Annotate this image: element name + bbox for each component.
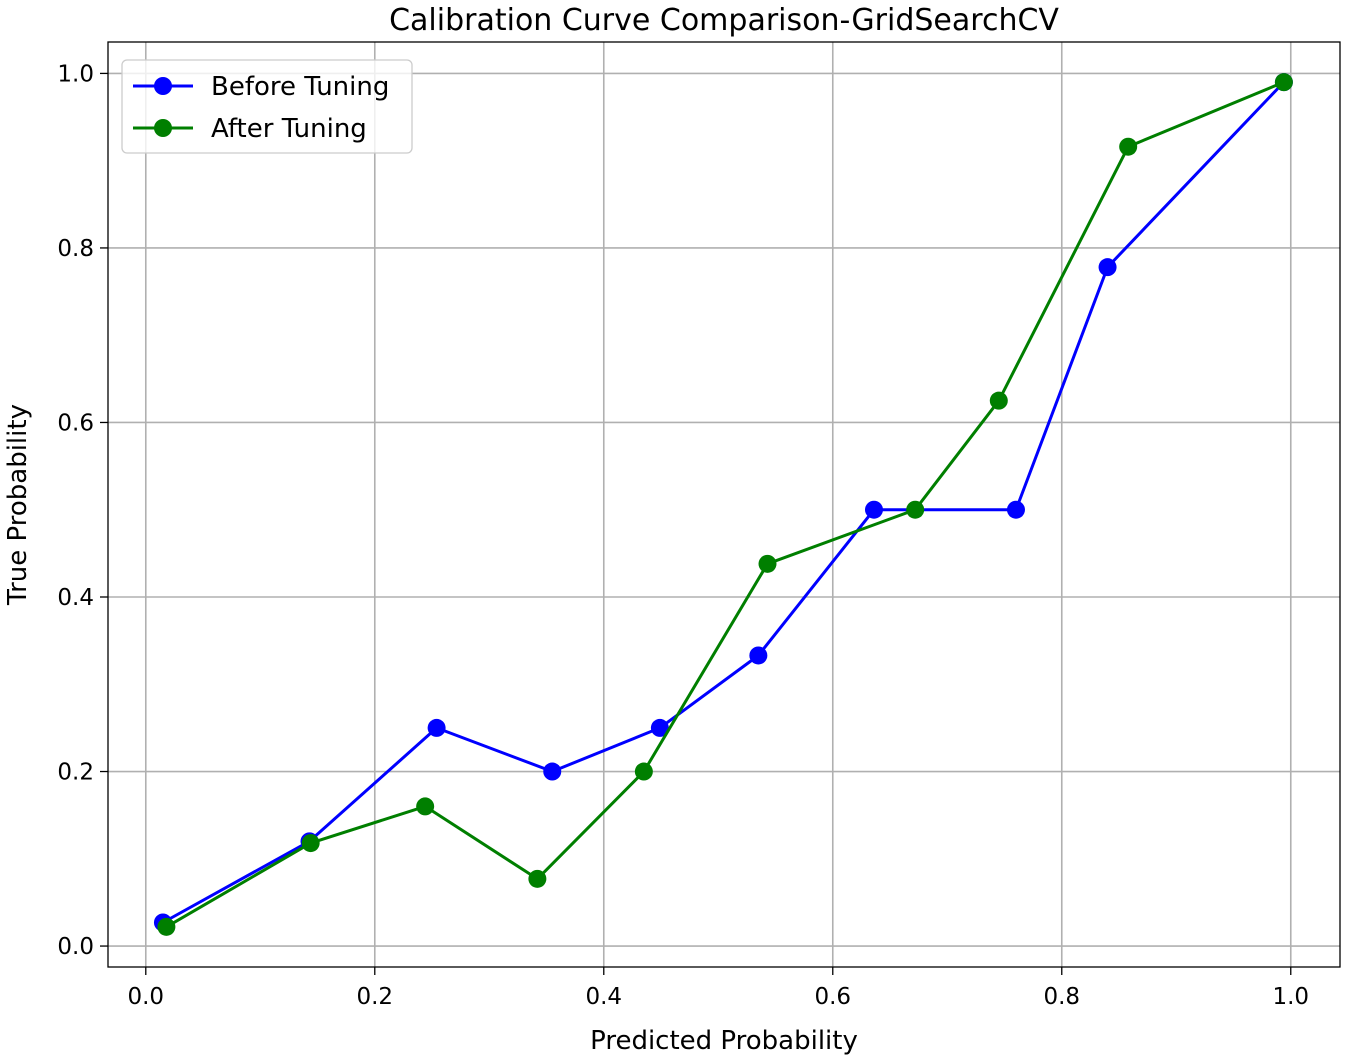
point-after-tuning — [634, 762, 653, 781]
point-after-tuning — [157, 917, 176, 936]
y-tick-label: 0.6 — [57, 410, 94, 436]
y-tick-label: 0.8 — [57, 236, 94, 262]
y-tick-label: 0.2 — [57, 760, 94, 786]
point-before-tuning — [650, 718, 669, 737]
legend: Before Tuning After Tuning — [121, 59, 413, 154]
point-after-tuning — [906, 500, 925, 519]
line-before-tuning — [162, 81, 1285, 924]
y-tick-label: 0.0 — [57, 934, 94, 960]
x-axis-label: Predicted Probability — [590, 1026, 858, 1056]
legend-box — [121, 59, 413, 154]
plot-frame — [107, 41, 1341, 968]
legend-label-before-tuning: Before Tuning — [211, 72, 389, 102]
y-tick-label: 0.4 — [57, 585, 94, 611]
ticks: 0.0 0.2 0.4 0.6 0.8 1.0 0.0 0.2 0.4 0.6 0.8 1.0 — [57, 61, 1309, 1010]
y-axis-label: True Probability — [3, 404, 33, 606]
legend-label-after-tuning: After Tuning — [211, 114, 367, 144]
x-tick-label: 0.0 — [127, 984, 164, 1010]
chart-title: Calibration Curve Comparison-GridSearchC… — [389, 3, 1059, 38]
legend-marker-after-tuning — [154, 119, 172, 137]
point-after-tuning — [758, 554, 777, 573]
series-layer — [153, 73, 1293, 936]
point-after-tuning — [301, 834, 320, 853]
point-before-tuning — [864, 500, 883, 519]
legend-marker-before-tuning — [154, 77, 172, 95]
point-after-tuning — [528, 869, 547, 888]
point-after-tuning — [1119, 137, 1138, 156]
x-tick-label: 1.0 — [1272, 984, 1309, 1010]
x-tick-label: 0.8 — [1043, 984, 1080, 1010]
point-before-tuning — [427, 718, 446, 737]
point-before-tuning — [749, 646, 768, 665]
point-before-tuning — [1006, 500, 1025, 519]
x-tick-label: 0.6 — [814, 984, 851, 1010]
x-tick-label: 0.4 — [585, 984, 622, 1010]
point-before-tuning — [1098, 258, 1117, 277]
point-after-tuning — [416, 797, 435, 816]
y-tick-label: 1.0 — [57, 61, 94, 87]
point-after-tuning — [1274, 73, 1293, 92]
point-before-tuning — [543, 762, 562, 781]
series-after-tuning — [157, 73, 1293, 936]
point-after-tuning — [989, 391, 1008, 410]
x-tick-label: 0.2 — [356, 984, 393, 1010]
series-before-tuning — [153, 73, 1293, 932]
line-after-tuning — [165, 80, 1285, 929]
grid — [108, 42, 1340, 967]
